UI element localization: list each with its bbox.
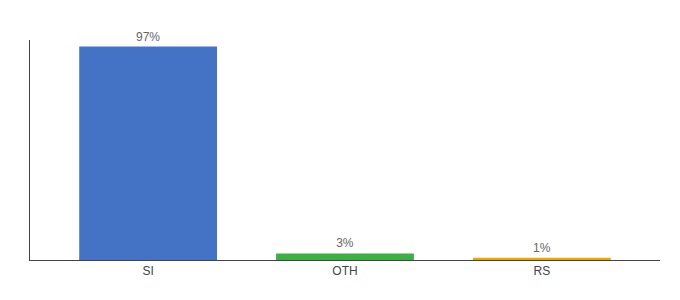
svg-text:1%: 1% bbox=[533, 241, 551, 255]
svg-text:RS: RS bbox=[534, 264, 551, 278]
svg-text:OTH: OTH bbox=[332, 264, 357, 278]
svg-text:97%: 97% bbox=[136, 30, 160, 44]
svg-text:3%: 3% bbox=[336, 236, 354, 250]
svg-text:SI: SI bbox=[142, 264, 153, 278]
